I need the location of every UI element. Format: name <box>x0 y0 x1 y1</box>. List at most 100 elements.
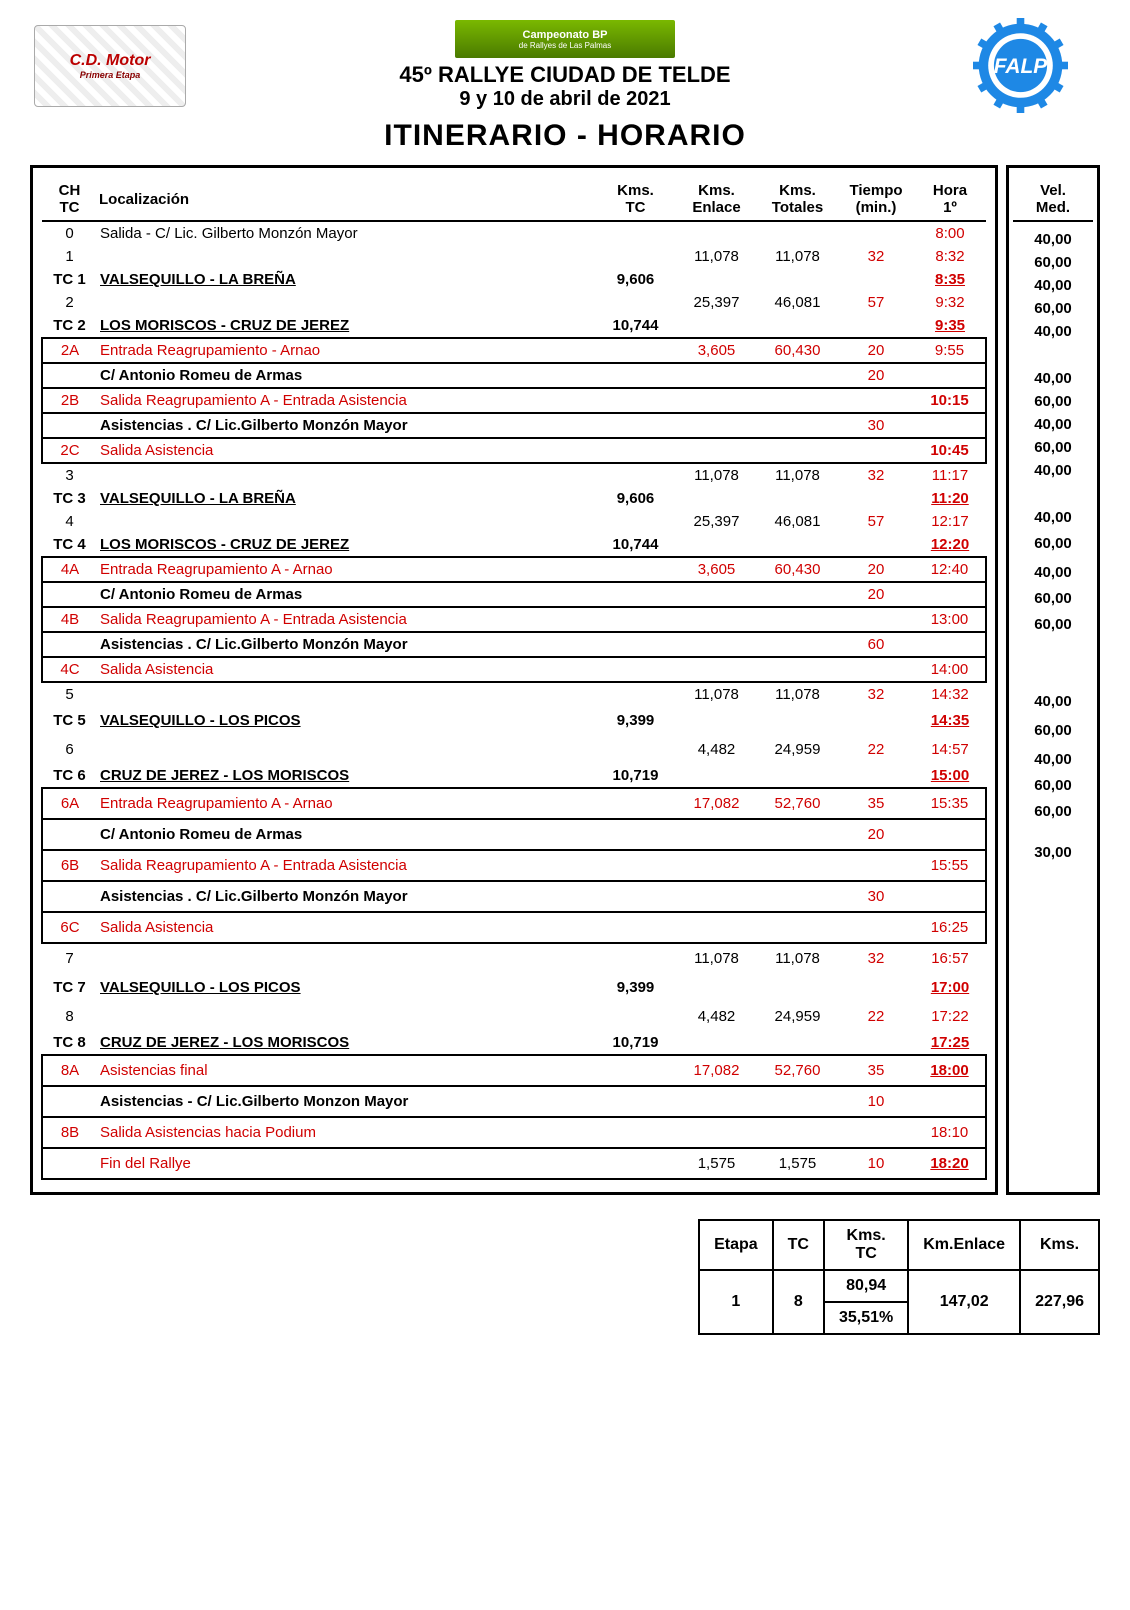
cell-tiempo <box>838 973 914 1002</box>
cell-kmtc <box>595 657 676 682</box>
cell-loc: C/ Antonio Romeu de Armas <box>97 819 595 850</box>
vel-cell: 40,00 <box>1013 459 1093 482</box>
cell-kmen <box>676 413 757 438</box>
vel-cell: 60,00 <box>1013 251 1093 274</box>
sum-etapa: 1 <box>699 1270 773 1334</box>
cell-kmtc <box>595 291 676 314</box>
cell-loc: Asistencias - C/ Lic.Gilberto Monzon May… <box>97 1086 595 1117</box>
cell-kmtot: 52,760 <box>757 788 838 819</box>
vel-row <box>1013 221 1093 228</box>
cell-loc <box>97 735 595 764</box>
vel-cell <box>1013 867 1093 879</box>
cell-ch <box>42 413 97 438</box>
cell-hora <box>914 632 986 657</box>
cell-hora: 17:25 <box>914 1031 986 1055</box>
cell-ch: TC 1 <box>42 268 97 291</box>
cell-tiempo <box>838 388 914 413</box>
vel-cell <box>1013 651 1093 663</box>
vel-row: 40,00 <box>1013 228 1093 251</box>
cell-hora: 9:55 <box>914 338 986 363</box>
cell-kmen: 25,397 <box>676 291 757 314</box>
table-row: TC 2LOS MORISCOS - CRUZ DE JEREZ10,7449:… <box>42 314 986 338</box>
cell-ch: 1 <box>42 245 97 268</box>
cell-kmtot <box>757 912 838 943</box>
table-row: 6CSalida Asistencia16:25 <box>42 912 986 943</box>
cell-kmtc <box>595 413 676 438</box>
cell-kmtot: 46,081 <box>757 291 838 314</box>
vel-row <box>1013 651 1093 663</box>
cell-kmtot <box>757 438 838 463</box>
cell-tiempo <box>838 533 914 557</box>
cell-hora: 17:00 <box>914 973 986 1002</box>
cell-kmen <box>676 607 757 632</box>
cell-ch: TC 7 <box>42 973 97 1002</box>
cell-ch: 5 <box>42 682 97 706</box>
sum-pct: 35,51% <box>824 1302 908 1334</box>
table-row: 425,39746,0815712:17 <box>42 510 986 533</box>
sum-kms: 227,96 <box>1020 1270 1099 1334</box>
cell-kmtc: 10,719 <box>595 764 676 788</box>
cell-kmen <box>676 388 757 413</box>
vel-cell: 60,00 <box>1013 587 1093 610</box>
cell-kmen <box>676 533 757 557</box>
cell-kmen: 11,078 <box>676 682 757 706</box>
cell-tiempo <box>838 438 914 463</box>
cell-kmen <box>676 973 757 1002</box>
cell-hora: 14:32 <box>914 682 986 706</box>
cell-loc: VALSEQUILLO - LA BREÑA <box>97 487 595 510</box>
cell-kmtot <box>757 1086 838 1117</box>
cell-ch: 8 <box>42 1002 97 1031</box>
cell-kmtc <box>595 735 676 764</box>
vel-cell: 60,00 <box>1013 716 1093 745</box>
vel-cell: 60,00 <box>1013 774 1093 797</box>
cell-loc: Asistencias . C/ Lic.Gilberto Monzón May… <box>97 632 595 657</box>
event-title: 45º RALLYE CIUDAD DE TELDE <box>190 62 940 88</box>
cell-kmtot <box>757 881 838 912</box>
vel-row: 40,00 <box>1013 367 1093 390</box>
cell-kmen <box>676 850 757 881</box>
cell-kmen: 25,397 <box>676 510 757 533</box>
cell-kmen <box>676 314 757 338</box>
cdmotor-box: C.D. Motor Primera Etapa <box>34 25 186 107</box>
cell-kmen <box>676 363 757 388</box>
col-loc: Localización <box>97 178 595 221</box>
vel-row: 60,00 <box>1013 251 1093 274</box>
cell-kmen: 11,078 <box>676 463 757 487</box>
vel-cell: 60,00 <box>1013 390 1093 413</box>
cell-kmen <box>676 221 757 245</box>
cell-hora: 8:00 <box>914 221 986 245</box>
cell-hora: 10:45 <box>914 438 986 463</box>
cell-ch: 3 <box>42 463 97 487</box>
table-row: TC 4LOS MORISCOS - CRUZ DE JEREZ10,74412… <box>42 533 986 557</box>
section-title: ITINERARIO - HORARIO <box>30 119 1100 153</box>
cell-kmtot: 1,575 <box>757 1148 838 1179</box>
cell-ch <box>42 363 97 388</box>
cell-tiempo <box>838 764 914 788</box>
cell-hora: 16:25 <box>914 912 986 943</box>
svg-text:FALP: FALP <box>993 55 1046 78</box>
cell-tiempo: 32 <box>838 943 914 973</box>
cell-loc <box>97 682 595 706</box>
cell-kmtot <box>757 764 838 788</box>
cell-loc: CRUZ DE JEREZ - LOS MORISCOS <box>97 764 595 788</box>
cell-kmen: 11,078 <box>676 943 757 973</box>
vel-row: 60,00 <box>1013 390 1093 413</box>
cell-kmtot: 24,959 <box>757 1002 838 1031</box>
vel-cell: 60,00 <box>1013 610 1093 639</box>
vel-cell: 40,00 <box>1013 745 1093 774</box>
cell-kmtot <box>757 607 838 632</box>
sum-tc: 8 <box>773 1270 824 1334</box>
cell-tiempo <box>838 487 914 510</box>
cell-tiempo: 35 <box>838 1055 914 1086</box>
cell-tiempo <box>838 607 914 632</box>
logo-falp: FALP <box>940 21 1100 111</box>
logo-cdmotor: C.D. Motor Primera Etapa <box>30 21 190 111</box>
cell-ch: TC 3 <box>42 487 97 510</box>
cell-ch: 2A <box>42 338 97 363</box>
vel-cell <box>1013 639 1093 651</box>
cell-kmtot <box>757 632 838 657</box>
cell-hora <box>914 363 986 388</box>
cell-kmen: 4,482 <box>676 1002 757 1031</box>
vel-row: 40,00 <box>1013 558 1093 587</box>
cell-ch: 6C <box>42 912 97 943</box>
